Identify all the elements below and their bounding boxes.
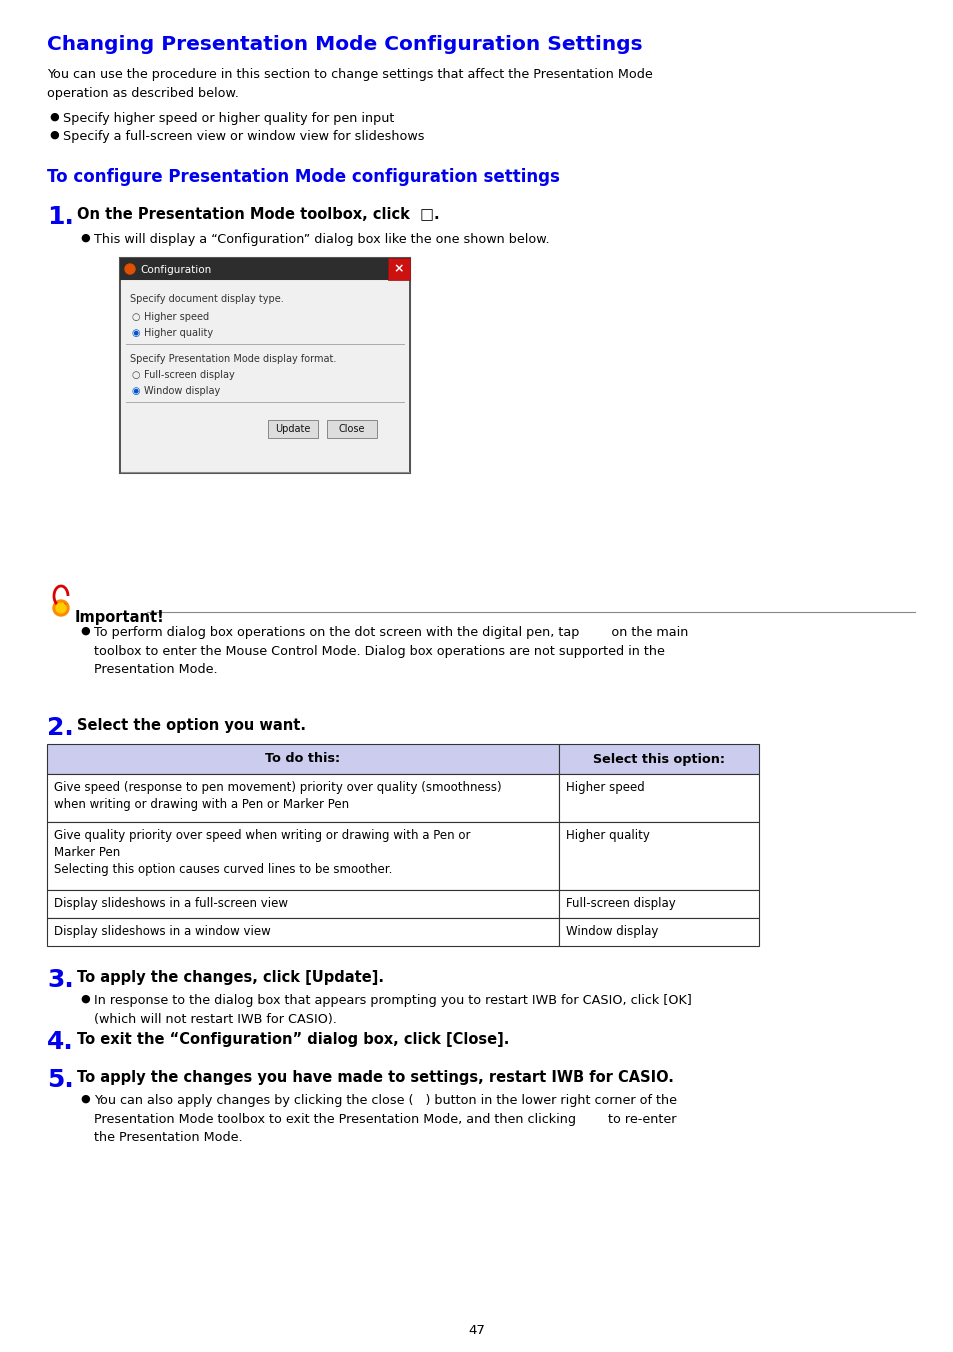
Bar: [558, 918, 759, 946]
Text: ●: ●: [49, 130, 59, 141]
Text: Higher quality: Higher quality: [144, 329, 213, 338]
Text: Specify a full-screen view or window view for slideshows: Specify a full-screen view or window vie…: [63, 130, 424, 143]
Bar: [327, 420, 376, 438]
Text: Important!: Important!: [75, 610, 165, 625]
Bar: [558, 890, 759, 918]
Text: Configuration: Configuration: [140, 265, 211, 274]
Text: ○: ○: [132, 370, 140, 380]
Text: Give speed (response to pen movement) priority over quality (smoothness)
when wr: Give speed (response to pen movement) pr…: [54, 781, 501, 811]
Text: To configure Presentation Mode configuration settings: To configure Presentation Mode configura…: [47, 168, 559, 187]
Text: ●: ●: [80, 233, 90, 243]
Bar: [120, 258, 410, 473]
Bar: [47, 822, 558, 890]
Text: 5.: 5.: [47, 1068, 73, 1092]
Text: To apply the changes you have made to settings, restart IWB for CASIO.: To apply the changes you have made to se…: [77, 1069, 673, 1086]
Text: 3.: 3.: [47, 968, 73, 992]
Text: This will display a “Configuration” dialog box like the one shown below.: This will display a “Configuration” dial…: [94, 233, 549, 246]
Text: To perform dialog box operations on the dot screen with the digital pen, tap    : To perform dialog box operations on the …: [94, 626, 688, 676]
Text: Higher speed: Higher speed: [144, 312, 209, 322]
Text: 47: 47: [468, 1324, 485, 1337]
Bar: [47, 918, 558, 946]
Text: ◉: ◉: [132, 329, 140, 338]
Text: ◉: ◉: [132, 387, 140, 396]
Circle shape: [125, 264, 135, 274]
Text: Window display: Window display: [144, 387, 220, 396]
Text: ○: ○: [132, 312, 140, 322]
Text: Update: Update: [275, 425, 311, 434]
Text: ●: ●: [80, 994, 90, 1005]
Text: In response to the dialog box that appears prompting you to restart IWB for CASI: In response to the dialog box that appea…: [94, 994, 691, 1026]
Bar: [47, 773, 558, 822]
Circle shape: [53, 600, 69, 617]
Bar: [388, 258, 410, 280]
Text: 4.: 4.: [47, 1030, 73, 1055]
Circle shape: [56, 603, 66, 612]
Bar: [120, 258, 410, 280]
Text: Specify document display type.: Specify document display type.: [130, 293, 283, 304]
Text: Specify Presentation Mode display format.: Specify Presentation Mode display format…: [130, 354, 336, 364]
Text: Select the option you want.: Select the option you want.: [77, 718, 306, 733]
Text: Give quality priority over speed when writing or drawing with a Pen or
Marker Pe: Give quality priority over speed when wr…: [54, 829, 470, 876]
Text: 2.: 2.: [47, 717, 73, 740]
Text: On the Presentation Mode toolbox, click  □.: On the Presentation Mode toolbox, click …: [77, 207, 439, 222]
Text: Select this option:: Select this option:: [593, 753, 724, 765]
Text: Display slideshows in a full-screen view: Display slideshows in a full-screen view: [54, 896, 288, 910]
Text: ×: ×: [394, 262, 404, 276]
Bar: [121, 281, 409, 472]
Text: Close: Close: [338, 425, 365, 434]
Text: You can also apply changes by clicking the close (   ) button in the lower right: You can also apply changes by clicking t…: [94, 1094, 677, 1144]
Bar: [47, 744, 558, 773]
Bar: [558, 744, 759, 773]
Text: Specify higher speed or higher quality for pen input: Specify higher speed or higher quality f…: [63, 112, 394, 124]
Text: To apply the changes, click [Update].: To apply the changes, click [Update].: [77, 969, 384, 986]
Text: You can use the procedure in this section to change settings that affect the Pre: You can use the procedure in this sectio…: [47, 68, 652, 100]
Bar: [558, 773, 759, 822]
Text: ●: ●: [80, 1094, 90, 1105]
Text: To do this:: To do this:: [265, 753, 340, 765]
Bar: [558, 822, 759, 890]
Text: Higher quality: Higher quality: [565, 829, 649, 842]
Text: 1.: 1.: [47, 206, 73, 228]
Bar: [47, 890, 558, 918]
Text: Display slideshows in a window view: Display slideshows in a window view: [54, 925, 271, 938]
Text: Higher speed: Higher speed: [565, 781, 644, 794]
Text: Full-screen display: Full-screen display: [565, 896, 675, 910]
Text: Full-screen display: Full-screen display: [144, 370, 234, 380]
Bar: [268, 420, 317, 438]
Text: Changing Presentation Mode Configuration Settings: Changing Presentation Mode Configuration…: [47, 35, 642, 54]
Text: To exit the “Configuration” dialog box, click [Close].: To exit the “Configuration” dialog box, …: [77, 1032, 509, 1046]
Text: ●: ●: [80, 626, 90, 635]
Text: Window display: Window display: [565, 925, 658, 938]
Text: ●: ●: [49, 112, 59, 122]
